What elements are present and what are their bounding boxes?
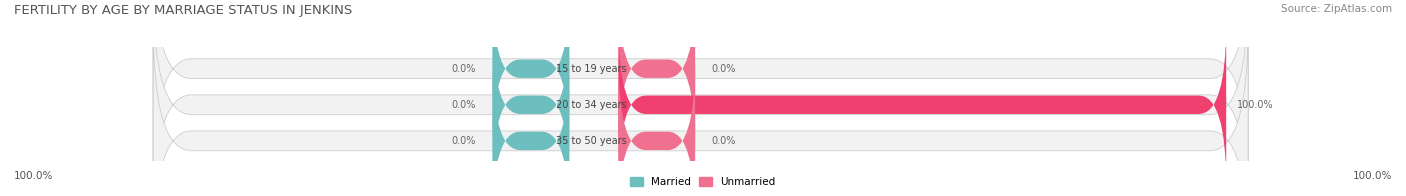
Text: Source: ZipAtlas.com: Source: ZipAtlas.com — [1281, 4, 1392, 14]
FancyBboxPatch shape — [153, 0, 1249, 196]
Legend: Married, Unmarried: Married, Unmarried — [630, 177, 776, 187]
Text: 20 to 34 years: 20 to 34 years — [555, 100, 627, 110]
FancyBboxPatch shape — [492, 0, 569, 150]
Text: 100.0%: 100.0% — [1353, 171, 1392, 181]
FancyBboxPatch shape — [619, 60, 695, 196]
FancyBboxPatch shape — [153, 0, 1249, 185]
Text: 0.0%: 0.0% — [451, 136, 477, 146]
Text: 100.0%: 100.0% — [1237, 100, 1274, 110]
Text: 0.0%: 0.0% — [451, 64, 477, 74]
FancyBboxPatch shape — [619, 0, 695, 150]
Text: 0.0%: 0.0% — [451, 100, 477, 110]
FancyBboxPatch shape — [492, 24, 569, 186]
FancyBboxPatch shape — [153, 24, 1249, 196]
Text: 15 to 19 years: 15 to 19 years — [555, 64, 627, 74]
Text: 0.0%: 0.0% — [711, 136, 735, 146]
Text: 35 to 50 years: 35 to 50 years — [555, 136, 627, 146]
Text: 100.0%: 100.0% — [14, 171, 53, 181]
FancyBboxPatch shape — [619, 24, 1226, 186]
Text: FERTILITY BY AGE BY MARRIAGE STATUS IN JENKINS: FERTILITY BY AGE BY MARRIAGE STATUS IN J… — [14, 4, 353, 17]
FancyBboxPatch shape — [492, 60, 569, 196]
Text: 0.0%: 0.0% — [711, 64, 735, 74]
